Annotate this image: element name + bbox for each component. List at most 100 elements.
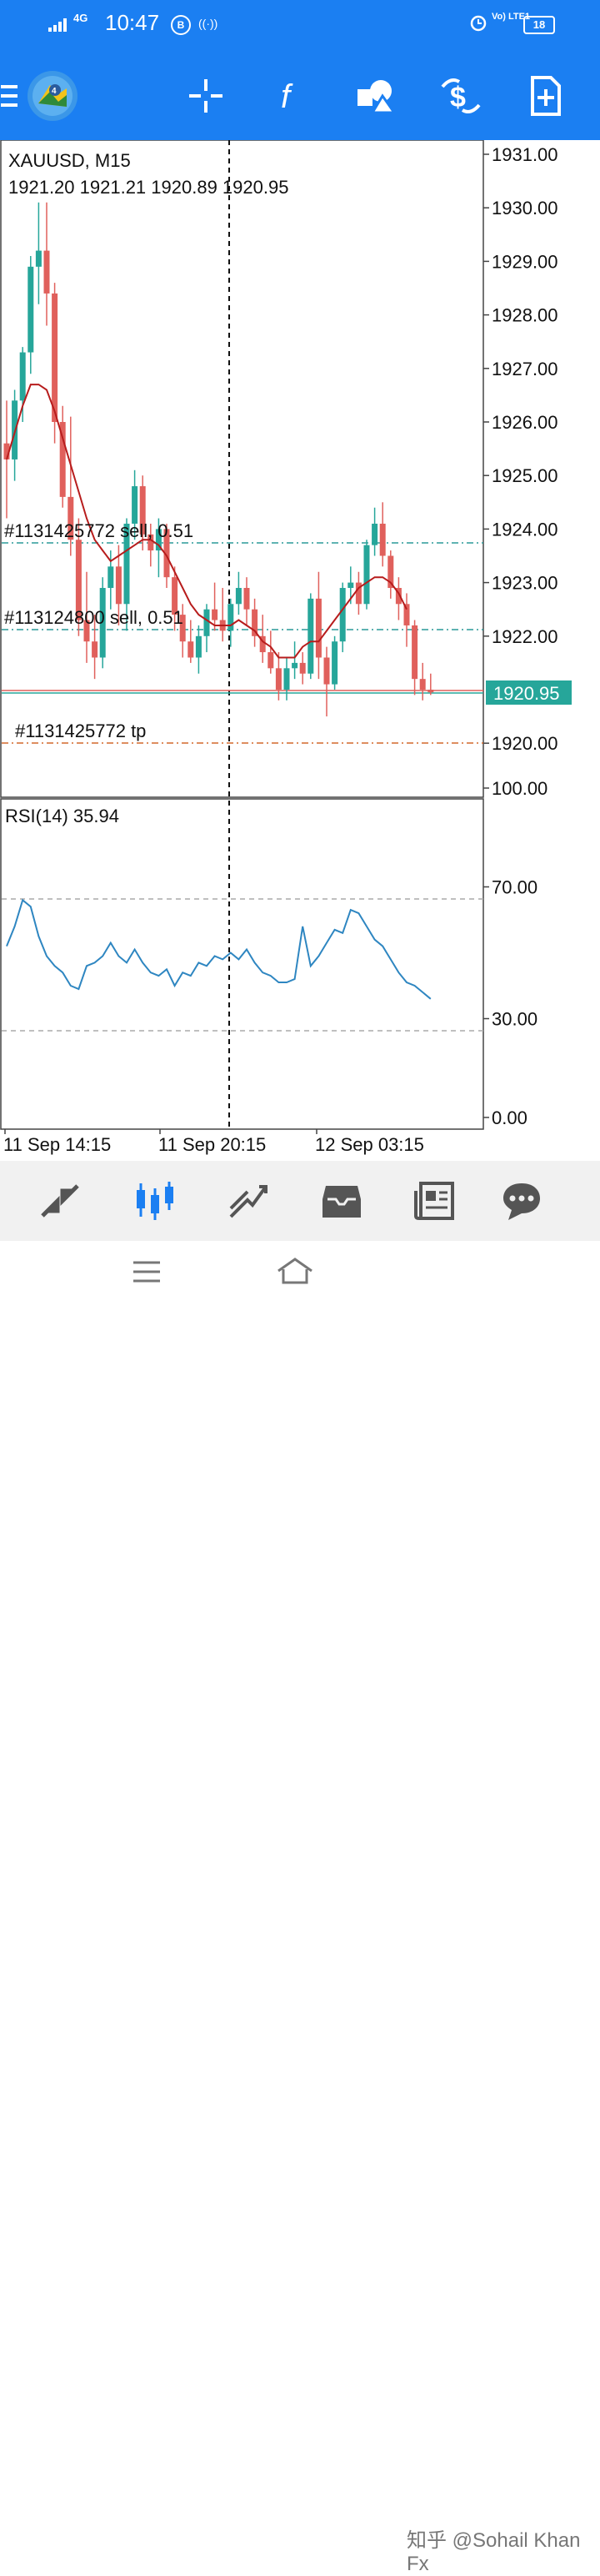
symbols-icon[interactable]: $ — [433, 58, 488, 133]
new-order-icon[interactable] — [518, 58, 573, 133]
rsi-level-label: 70.00 — [492, 877, 538, 898]
price-label: 1928.00 — [492, 305, 558, 326]
candle-body — [268, 652, 274, 669]
time-label: 11 Sep 20:15 — [158, 1134, 266, 1155]
candle-body — [59, 422, 66, 497]
price-label: 1920.00 — [492, 733, 558, 754]
candle-body — [388, 555, 394, 589]
price-label: 1924.00 — [492, 519, 558, 540]
candle-body — [299, 662, 306, 674]
candle-body — [123, 523, 130, 605]
candle-body — [419, 679, 426, 690]
crosshair-icon[interactable] — [178, 58, 233, 133]
order1-label: #1131425772 sell, 0.51 — [4, 520, 193, 541]
candle-body — [355, 582, 362, 605]
candle-body — [428, 690, 434, 693]
candle-body — [332, 641, 338, 685]
chart-area[interactable]: XAUUSD, M15 1921.20 1921.21 1920.89 1920… — [0, 139, 600, 1159]
candle-body — [28, 266, 34, 353]
candle-body — [172, 577, 178, 615]
tp-label: #1131425772 tp — [15, 721, 146, 741]
moving-average-line — [6, 384, 408, 659]
candle-body — [275, 668, 282, 690]
candle-body — [43, 250, 50, 294]
candle-body — [348, 582, 354, 589]
candle-body — [132, 486, 138, 524]
candle-body — [163, 529, 170, 578]
menu-icon[interactable] — [0, 58, 20, 133]
symbol-label: XAUUSD, M15 — [8, 150, 131, 171]
order2-label: #113124800 sell, 0.51 — [4, 607, 183, 628]
main-chart-frame — [0, 139, 484, 798]
candle-body — [283, 668, 290, 690]
candle-body — [115, 566, 122, 605]
candle-body — [83, 620, 90, 642]
candle-body — [292, 662, 298, 669]
candle-body — [3, 443, 10, 459]
app-header: 4G 10:47 B ((·)) Vo) LTE1 18 4 f — [0, 0, 600, 140]
candle-body — [52, 293, 58, 422]
watermark-text: 知乎 @Sohail Khan Fx — [407, 2529, 581, 2575]
candle-body — [363, 545, 370, 605]
candle-body — [235, 588, 242, 605]
chat-tab-icon[interactable] — [480, 1161, 563, 1241]
svg-text:f: f — [281, 78, 293, 114]
price-label: 1930.00 — [492, 198, 558, 218]
candle-body — [195, 635, 202, 658]
battery-icon: 18 — [523, 16, 555, 34]
alarm-icon — [470, 15, 487, 32]
candle-body — [68, 496, 74, 540]
price-label: 1923.00 — [492, 573, 558, 594]
candle-body — [19, 352, 26, 401]
svg-text:4: 4 — [52, 87, 57, 96]
candle-body — [139, 486, 146, 535]
bottom-navigation — [0, 1161, 600, 1241]
candle-body — [259, 635, 266, 653]
status-bar: 4G 10:47 B ((·)) Vo) LTE1 18 — [0, 0, 600, 48]
chart-tab-icon[interactable] — [113, 1161, 197, 1241]
candle-body — [203, 609, 210, 636]
price-label: 1925.00 — [492, 465, 558, 486]
current-price-tag — [486, 680, 572, 705]
clock: 10:47 — [105, 10, 160, 35]
candle-body — [395, 588, 402, 605]
candle-body — [228, 604, 234, 631]
time-label: 11 Sep 14:15 — [3, 1134, 111, 1155]
price-label: 1926.00 — [492, 412, 558, 433]
network-type: 4G — [73, 12, 88, 24]
rsi-line — [6, 898, 432, 1000]
candle-body — [252, 609, 258, 636]
svg-text:$: $ — [450, 82, 466, 113]
candle-body — [212, 609, 218, 620]
price-label: 1927.00 — [492, 359, 558, 379]
system-navigation-bar: 知乎 @Sohail Khan Fx — [0, 1241, 600, 2575]
candle-body — [403, 604, 410, 625]
history-tab-icon[interactable] — [300, 1161, 383, 1241]
candle-body — [99, 588, 106, 658]
toolbar: 4 f $ — [0, 58, 600, 133]
signal-icon — [48, 18, 67, 32]
candle-body — [179, 615, 186, 642]
candle-body — [372, 523, 378, 545]
time-label: 12 Sep 03:15 — [315, 1134, 424, 1155]
indicators-icon[interactable]: f — [263, 58, 318, 133]
candle-body — [412, 625, 418, 680]
trade-tab-icon[interactable] — [207, 1161, 290, 1241]
news-tab-icon[interactable] — [393, 1161, 477, 1241]
home-icon[interactable] — [275, 1256, 315, 1286]
price-chart[interactable]: XAUUSD, M15 1921.20 1921.21 1920.89 1920… — [0, 139, 600, 1159]
hotspot-icon: ((·)) — [198, 17, 218, 30]
price-label: 1922.00 — [492, 626, 558, 647]
recents-icon[interactable] — [132, 1259, 162, 1284]
volte-icon: Vo) LTE1 — [492, 12, 531, 22]
objects-icon[interactable] — [348, 58, 403, 133]
b-icon: B — [171, 15, 191, 35]
price-label: 1931.00 — [492, 144, 558, 165]
quotes-tab-icon[interactable] — [18, 1161, 102, 1241]
candle-body — [155, 529, 162, 551]
candle-body — [243, 588, 250, 610]
rsi-label: RSI(14) 35.94 — [5, 806, 119, 826]
metatrader-logo[interactable]: 4 — [25, 58, 80, 133]
rsi-level-label: 0.00 — [492, 1107, 528, 1128]
candle-body — [35, 250, 42, 267]
